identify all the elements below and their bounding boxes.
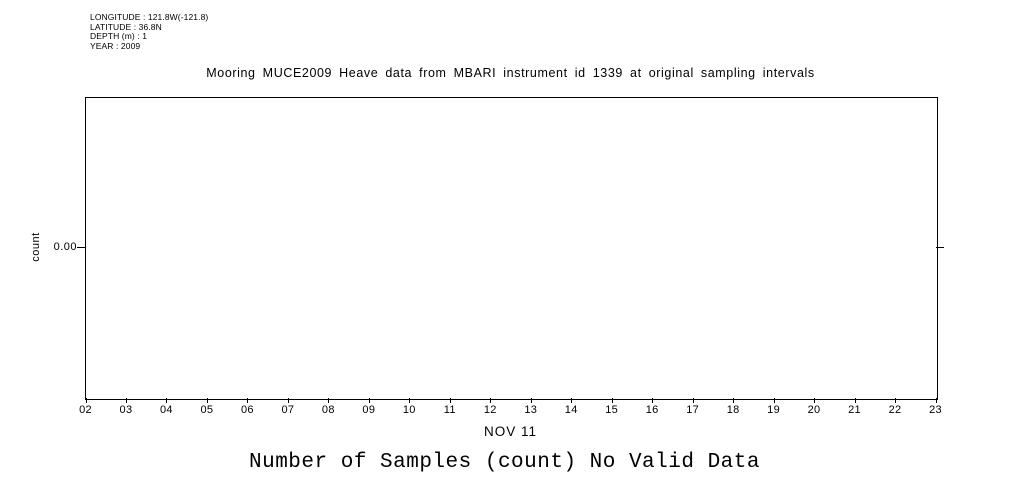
- x-tick-mark: [85, 398, 87, 403]
- x-tick-mark: [206, 398, 208, 403]
- metadata-year: YEAR : 2009: [90, 40, 141, 51]
- x-tick-mark: [125, 398, 127, 403]
- x-tick-mark: [328, 398, 330, 403]
- x-tick-label: 16: [645, 404, 659, 416]
- x-tick-mark: [449, 398, 451, 403]
- x-tick-mark: [814, 398, 816, 403]
- x-tick-label: 20: [807, 404, 821, 416]
- x-tick-mark: [571, 398, 573, 403]
- x-tick-label: 11: [443, 404, 456, 416]
- x-tick-mark: [166, 398, 168, 403]
- y-tick-mark-left: [77, 247, 85, 248]
- x-tick-label: 17: [686, 404, 700, 416]
- x-tick-mark: [409, 398, 411, 403]
- x-tick-label: 19: [767, 404, 781, 416]
- x-tick-label: 02: [79, 404, 92, 416]
- x-tick-mark: [692, 398, 694, 403]
- x-tick-mark: [611, 398, 613, 403]
- x-tick-mark: [530, 398, 532, 403]
- metadata-block: LONGITUDE : 121.8W(-121.8) LATITUDE : 36…: [90, 12, 209, 51]
- x-tick-label: 13: [524, 404, 538, 416]
- x-tick-mark: [733, 398, 735, 403]
- x-tick-mark: [490, 398, 492, 403]
- x-tick-label: 08: [321, 404, 335, 416]
- metadata-latitude: LATITUDE : 36.8N: [90, 21, 162, 32]
- x-tick-label: 14: [564, 404, 578, 416]
- x-tick-mark: [773, 398, 775, 403]
- x-tick-label: 04: [160, 404, 173, 416]
- x-tick-label: 12: [483, 404, 497, 416]
- x-tick-mark: [287, 398, 289, 403]
- x-tick-mark: [652, 398, 654, 403]
- x-tick-label: 07: [281, 404, 295, 416]
- x-tick-mark: [854, 398, 856, 403]
- x-tick-label: 03: [119, 404, 133, 416]
- x-tick-label: 18: [726, 404, 740, 416]
- x-tick-label: 15: [605, 404, 619, 416]
- x-tick-mark: [895, 398, 897, 403]
- x-tick-label: 05: [200, 404, 214, 416]
- plot-area: [85, 97, 938, 400]
- x-tick-label: 22: [888, 404, 902, 416]
- x-tick-label: 10: [402, 404, 416, 416]
- y-tick-label: 0.00: [53, 241, 77, 253]
- x-tick-mark: [368, 398, 370, 403]
- x-tick-label: 06: [240, 404, 254, 416]
- x-axis-date-label: NOV 11: [483, 424, 538, 439]
- x-tick-mark: [247, 398, 249, 403]
- chart-title: Mooring MUCE2009 Heave data from MBARI i…: [206, 66, 815, 80]
- x-tick-mark: [935, 398, 937, 403]
- metadata-depth: DEPTH (m) : 1: [90, 31, 148, 41]
- figure-caption: Number of Samples (count) No Valid Data: [249, 451, 760, 474]
- y-tick-mark-right: [936, 247, 944, 248]
- metadata-longitude: LONGITUDE : 121.8W(-121.8): [90, 12, 209, 22]
- x-tick-label: 21: [848, 404, 861, 416]
- x-tick-label: 09: [362, 404, 376, 416]
- x-tick-label: 23: [929, 404, 942, 416]
